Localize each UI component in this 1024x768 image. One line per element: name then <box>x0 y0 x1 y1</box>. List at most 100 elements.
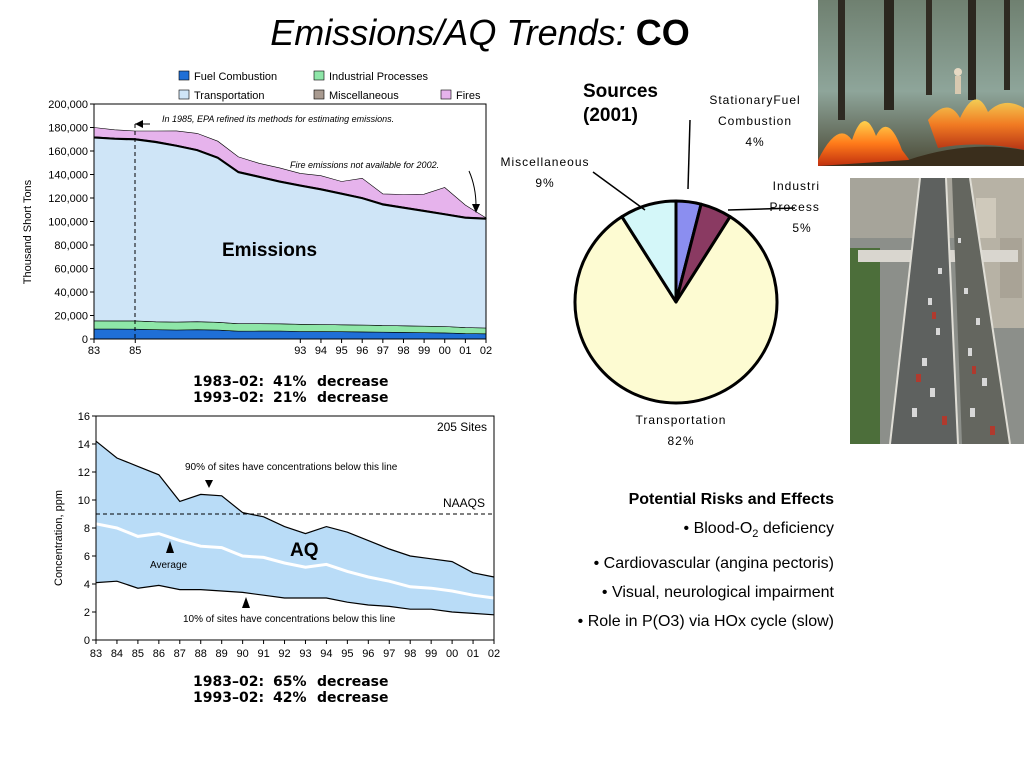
pie-slice-miscellaneous <box>620 199 678 304</box>
aq-90pct-pointer <box>205 480 213 488</box>
pie-label-stationary-fuel-combustion: 4% <box>745 135 764 149</box>
aq-10pct-pointer <box>242 597 250 608</box>
aq-y-tick-label: 0 <box>84 635 90 647</box>
aq-y-tick-label: 10 <box>78 495 90 507</box>
emissions-label: Emissions <box>222 240 317 261</box>
emissions-x-tick-label: 02 <box>480 345 492 357</box>
sources-title: Sources (2001) <box>583 80 658 128</box>
aq-90pct-line <box>95 440 495 578</box>
aq-stat-word: decrease <box>317 690 389 706</box>
pie-label-miscellaneous: Miscellaneous <box>500 155 589 169</box>
title-prefix: Emissions/AQ Trends: <box>270 12 626 53</box>
note-fires-leader <box>468 170 477 207</box>
emissions-stat-period: 1983–02: <box>193 374 265 390</box>
emissions-stat-pct: 41% <box>273 374 307 390</box>
pie-leader-industrial-processes <box>727 207 796 211</box>
emissions-y-tick-label: 160,000 <box>48 146 88 158</box>
emissions-x-tick-label: 00 <box>439 345 451 357</box>
emissions-x-tick-label: 93 <box>294 345 306 357</box>
risk-item: • Blood-O2 deficiency <box>578 514 834 549</box>
aq-y-tick-label: 6 <box>84 551 90 563</box>
sources-pie-chart: StationaryFuel Combustion 4% Industrial Proc… <box>500 93 820 448</box>
aq-x-tick-label: 90 <box>237 648 249 660</box>
aq-x-tick-label: 84 <box>111 648 123 660</box>
aq-x-tick-label: 93 <box>299 648 311 660</box>
emissions-x-tick-label: 85 <box>129 345 141 357</box>
emissions-x-tick-label: 98 <box>397 345 409 357</box>
emissions-x-tick-label: 96 <box>356 345 368 357</box>
risk-item-suffix: deficiency <box>758 520 834 537</box>
aq-x-tick-label: 87 <box>174 648 186 660</box>
forest-fire-photo <box>818 0 1024 166</box>
emissions-areas <box>93 127 488 340</box>
pie-label-stationary-fuel-combustion: Combustion <box>718 114 792 128</box>
aq-y-tick-label: 16 <box>78 411 90 423</box>
note-fires-arrowhead <box>472 204 480 213</box>
pie-label-industrial-processes: Processes <box>769 200 820 214</box>
emissions-stat-pct: 21% <box>273 390 307 406</box>
risk-item-subscript: 2 <box>752 528 759 541</box>
page-title: Emissions/AQ Trends: CO <box>0 12 960 54</box>
aq-naaqs-label: NAAQS <box>443 496 485 510</box>
sources-title-line1: Sources <box>583 81 658 102</box>
pie-label-stationary-fuel-combustion: StationaryFuel <box>709 93 800 107</box>
pie-leader-stationary-fuel-combustion <box>687 119 691 190</box>
aq-average-line <box>95 522 495 600</box>
legend-swatch-fires <box>440 89 452 100</box>
emissions-y-tick-label: 0 <box>82 334 88 346</box>
pie-label-industrial-processes: 5% <box>792 221 811 235</box>
pie-label-miscellaneous: 9% <box>535 176 554 190</box>
legend-fuel-combustion: Fuel Combustion <box>194 71 277 83</box>
note-1985: In 1985, EPA refined its methods for est… <box>162 114 394 124</box>
legend-swatch-industrial-processes <box>313 70 325 81</box>
aq-y-axis-label: Concentration, ppm <box>53 490 65 586</box>
aq-areas <box>95 440 495 616</box>
pie-slices <box>573 199 779 405</box>
note-1985-arrowhead <box>135 120 143 128</box>
aq-x-tick-label: 94 <box>320 648 332 660</box>
risk-item: • Role in P(O3) via HOx cycle (slow) <box>577 613 834 631</box>
legend-fires: Fires <box>456 90 481 102</box>
emissions-x-tick-label: 99 <box>418 345 430 357</box>
aq-stat-period: 1993–02: <box>193 690 265 706</box>
emissions-chart: Fuel Combustion Industrial Processes Tra… <box>22 70 492 357</box>
title-pollutant: CO <box>635 12 690 53</box>
pie-label-transportation: Transportation <box>636 413 727 427</box>
aq-y-tick-label: 2 <box>84 607 90 619</box>
risk-item: • Cardiovascular (angina pectoris) <box>593 555 834 573</box>
aq-y-tick-label: 4 <box>84 579 90 591</box>
risks-heading: Potential Risks and Effects <box>628 491 834 508</box>
aq-x-tick-label: 98 <box>404 648 416 660</box>
risk-item-prefix: • Blood-O <box>683 520 753 537</box>
emissions-stat-word: decrease <box>317 374 389 390</box>
emissions-legend: Fuel Combustion Industrial Processes Tra… <box>178 70 481 102</box>
aq-x-tick-label: 96 <box>362 648 374 660</box>
emissions-axes: 0 20,000 40,000 60,000 80,000 100,000 120,000 1… <box>48 99 492 357</box>
emissions-y-tick-label: 180,000 <box>48 123 88 135</box>
pie-label-industrial-processes: Industrial <box>773 179 820 193</box>
pie-leader-miscellaneous <box>592 171 646 211</box>
legend-swatch-miscellaneous <box>313 89 325 100</box>
aq-x-tick-label: 99 <box>425 648 437 660</box>
aq-x-tick-label: 95 <box>341 648 353 660</box>
aq-y-tick-label: 12 <box>78 467 90 479</box>
emissions-y-tick-label: 60,000 <box>54 264 88 276</box>
legend-swatch-transportation <box>178 89 190 100</box>
risks-panel: Potential Risks and Effects • Blood-O2 d… <box>578 485 834 636</box>
aq-stat-period: 1983–02: <box>193 674 265 690</box>
emissions-y-tick-label: 80,000 <box>54 240 88 252</box>
emissions-y-tick-label: 40,000 <box>54 287 88 299</box>
aq-y-tick-label: 14 <box>78 439 90 451</box>
emissions-stats: 1983–02: 41% decrease 1993–02: 21% decrease <box>193 374 389 406</box>
pie-label-transportation: 82% <box>667 434 694 448</box>
emissions-x-tick-label: 95 <box>335 345 347 357</box>
aq-x-tick-label: 83 <box>90 648 102 660</box>
emissions-stat-word: decrease <box>317 390 389 406</box>
aq-stats: 1983–02: 65% decrease 1993–02: 42% decrease <box>193 674 389 706</box>
pie-slice-transportation <box>573 215 779 405</box>
aq-stat-pct: 42% <box>273 690 307 706</box>
emissions-x-tick-label: 83 <box>88 345 100 357</box>
emissions-x-tick-label: 97 <box>377 345 389 357</box>
legend-swatch-fuel-combustion <box>178 70 190 81</box>
